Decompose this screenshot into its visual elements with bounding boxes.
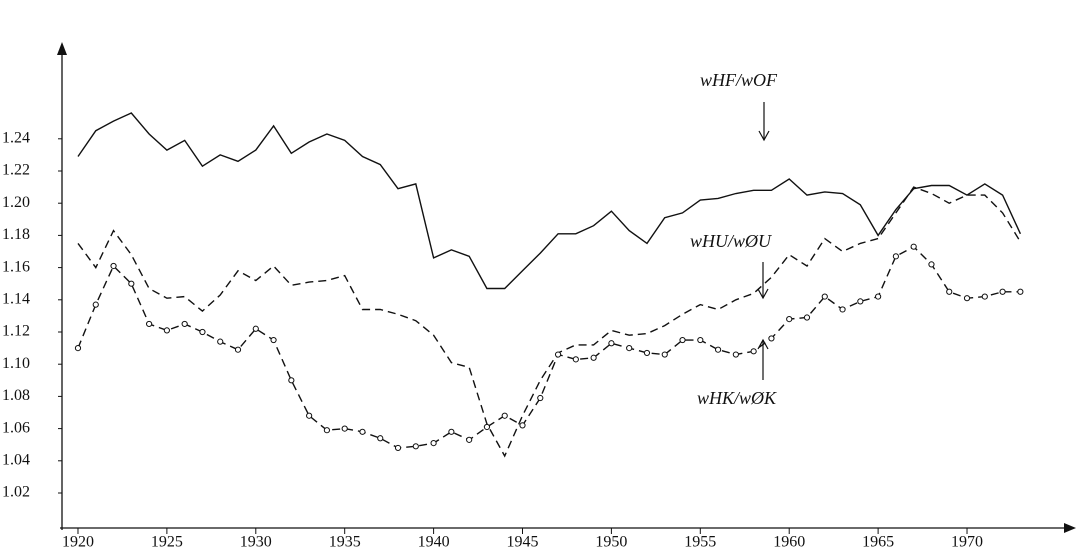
series-marker — [999, 288, 1006, 295]
series-marker — [163, 327, 170, 334]
x-tick-label: 1930 — [240, 534, 272, 551]
series-line — [77, 186, 1021, 458]
series-marker — [270, 336, 277, 344]
series-marker — [608, 340, 615, 347]
series-label: wHK/wØK — [697, 388, 777, 408]
x-tick-label: 1945 — [506, 534, 538, 551]
series-marker — [554, 351, 562, 358]
series-marker — [661, 351, 668, 358]
series-marker — [714, 346, 722, 353]
annotation-arrowhead — [757, 338, 769, 350]
series-marker — [839, 306, 846, 313]
x-axis-arrow — [1064, 523, 1076, 533]
series-label: wHU/wØU — [690, 231, 772, 251]
series-marker — [786, 316, 793, 323]
series-marker — [572, 356, 579, 363]
series-marker — [981, 293, 988, 300]
series-line — [77, 112, 1022, 290]
series-marker — [466, 436, 473, 443]
y-tick-label: 1.16 — [2, 258, 30, 275]
series-marker — [626, 345, 633, 352]
y-tick-label: 1.12 — [2, 323, 30, 340]
y-tick-label: 1.06 — [2, 419, 30, 436]
x-tick-label: 1970 — [951, 534, 983, 551]
series-marker — [430, 439, 437, 447]
series-marker — [217, 338, 224, 345]
series-marker — [875, 293, 882, 300]
series-marker — [323, 427, 331, 434]
series-label: wHF/wOF — [700, 70, 778, 90]
series-marker — [110, 262, 117, 270]
x-tick-label: 1935 — [329, 534, 361, 551]
series-marker — [306, 412, 313, 419]
series-marker — [892, 253, 899, 260]
series-marker — [146, 320, 153, 328]
series-marker — [234, 346, 242, 353]
annotation-arrowhead — [757, 288, 769, 300]
series-marker — [803, 314, 811, 321]
series-marker — [857, 298, 864, 305]
y-tick-label: 1.08 — [2, 387, 30, 404]
series-marker — [252, 325, 259, 332]
series-marker — [732, 351, 739, 358]
x-tick-label: 1940 — [418, 534, 450, 551]
series-marker — [181, 320, 188, 328]
x-tick-label: 1960 — [773, 534, 805, 551]
series-marker — [643, 349, 651, 357]
series-marker — [359, 428, 366, 435]
y-tick-label: 1.02 — [2, 484, 30, 501]
series-marker — [750, 348, 757, 355]
series-line — [77, 245, 1021, 449]
series-marker — [128, 280, 135, 287]
series-marker — [590, 354, 597, 361]
y-tick-label: 1.22 — [2, 162, 30, 179]
x-tick-label: 1955 — [684, 534, 716, 551]
series-marker — [412, 443, 419, 450]
series-marker — [697, 336, 704, 344]
series-marker — [1017, 288, 1024, 295]
series-marker — [483, 423, 491, 431]
series-marker — [928, 261, 935, 268]
x-tick-label: 1920 — [62, 534, 94, 551]
series-marker — [199, 328, 206, 336]
x-tick-label: 1925 — [151, 534, 183, 551]
series-marker — [74, 345, 82, 352]
series-marker — [394, 444, 402, 452]
series-marker — [448, 428, 455, 435]
series-marker — [963, 295, 971, 302]
series-marker — [519, 422, 526, 429]
annotation-arrowhead — [758, 130, 770, 142]
y-tick-label: 1.20 — [2, 194, 30, 211]
y-tick-label: 1.14 — [2, 290, 30, 307]
y-axis-arrow — [57, 42, 67, 55]
series-marker — [946, 288, 953, 295]
series-marker — [821, 293, 828, 300]
series-marker — [768, 335, 775, 342]
series-marker — [288, 377, 295, 384]
y-tick-label: 1.10 — [2, 355, 30, 372]
y-tick-label: 1.18 — [2, 226, 30, 243]
series-marker — [679, 336, 686, 344]
series-marker — [341, 425, 348, 432]
y-tick-label: 1.04 — [2, 451, 30, 468]
series-marker — [537, 394, 544, 402]
series-marker — [92, 301, 99, 308]
series-marker — [377, 435, 384, 442]
x-tick-label: 1965 — [862, 534, 894, 551]
series-marker — [910, 243, 917, 250]
x-tick-label: 1950 — [595, 534, 627, 551]
series-marker — [501, 412, 508, 419]
y-tick-label: 1.24 — [2, 129, 30, 146]
